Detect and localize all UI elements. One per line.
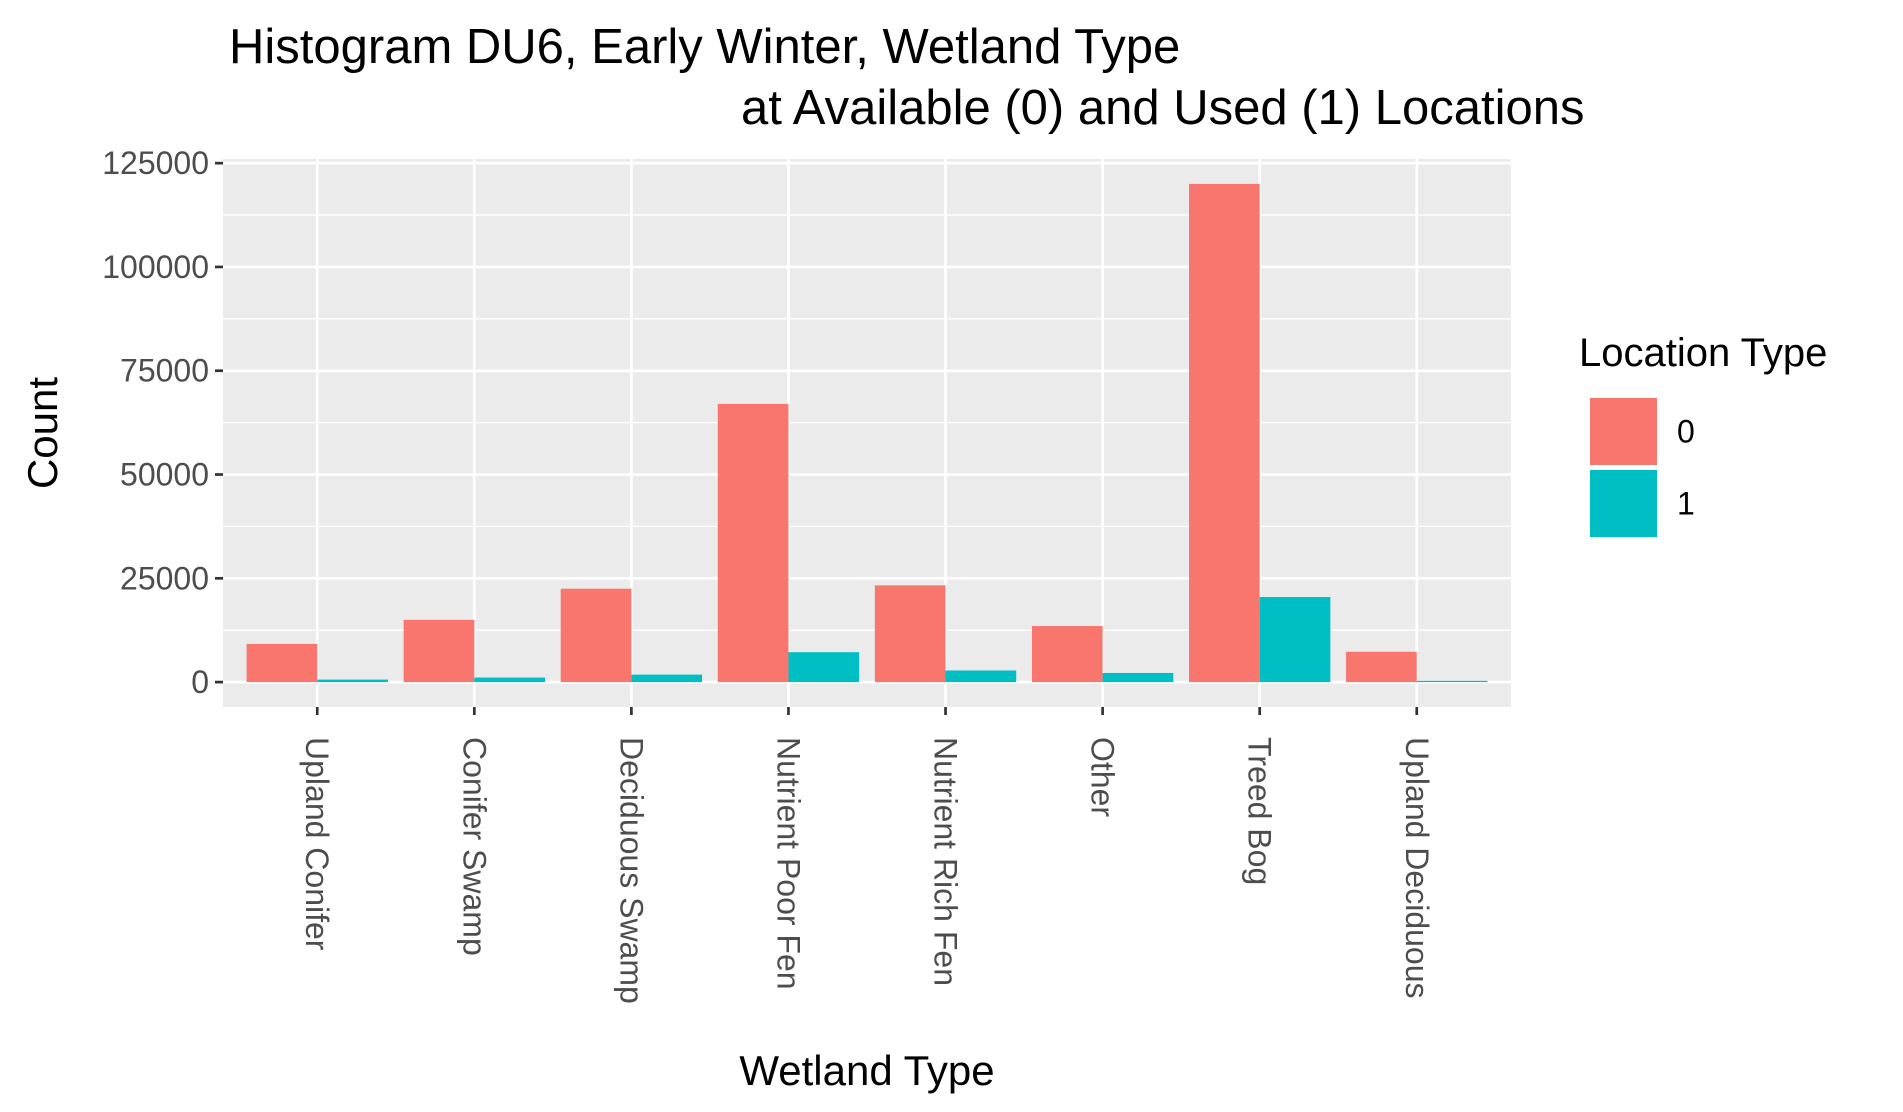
legend-key-1 — [1590, 470, 1657, 537]
y-tick-label: 75000 — [120, 353, 209, 389]
legend-label-0: 0 — [1677, 414, 1695, 450]
bars — [246, 183, 1488, 683]
x-tick-label: Conifer Swamp — [456, 737, 492, 956]
y-tick-label: 25000 — [120, 560, 209, 596]
x-tick-label: Nutrient Rich Fen — [928, 737, 964, 986]
legend: Location Type 0 1 — [1579, 331, 1827, 537]
bar-1-3 — [788, 652, 860, 683]
y-axis-title: Count — [19, 377, 66, 489]
bar-1-6 — [1259, 596, 1331, 683]
bar-0-0 — [246, 643, 318, 683]
x-axis-title: Wetland Type — [739, 1047, 994, 1094]
y-tick-label: 100000 — [102, 249, 209, 285]
x-tick-label: Treed Bog — [1242, 737, 1278, 885]
bar-0-3 — [717, 403, 789, 683]
bar-1-0 — [317, 679, 388, 683]
x-tick-label: Other — [1085, 737, 1121, 817]
bar-0-7 — [1346, 651, 1417, 683]
y-tick-label: 125000 — [102, 145, 209, 181]
legend-label-1: 1 — [1677, 486, 1695, 522]
bar-1-5 — [1102, 672, 1174, 683]
bar-0-6 — [1189, 183, 1260, 683]
legend-key-0 — [1590, 398, 1657, 465]
bar-0-4 — [874, 585, 946, 683]
x-tick-label: Deciduous Swamp — [613, 737, 649, 1004]
x-tick-label: Upland Conifer — [299, 737, 335, 951]
y-tick-label: 0 — [191, 664, 209, 700]
bar-1-1 — [474, 677, 545, 683]
bar-1-2 — [631, 674, 703, 683]
chart-title: Histogram DU6, Early Winter, Wetland Typ… — [229, 20, 1584, 135]
y-axis: 0 25000 50000 75000 100000 125000 — [102, 145, 223, 700]
chart-title-line2: at Available (0) and Used (1) Locations — [741, 81, 1584, 135]
bar-0-5 — [1031, 626, 1103, 683]
bar-0-1 — [403, 619, 475, 683]
legend-title: Location Type — [1579, 331, 1827, 375]
bar-0-2 — [560, 588, 632, 683]
x-tick-label: Upland Deciduous — [1399, 737, 1435, 999]
x-axis: Upland Conifer Conifer Swamp Deciduous Swa… — [299, 707, 1435, 1004]
y-tick-label: 50000 — [120, 457, 209, 493]
chart-title-line1: Histogram DU6, Early Winter, Wetland Typ… — [229, 20, 1180, 74]
x-tick-label: Nutrient Poor Fen — [770, 737, 806, 990]
bar-1-4 — [945, 670, 1017, 683]
bar-1-7 — [1416, 680, 1488, 683]
